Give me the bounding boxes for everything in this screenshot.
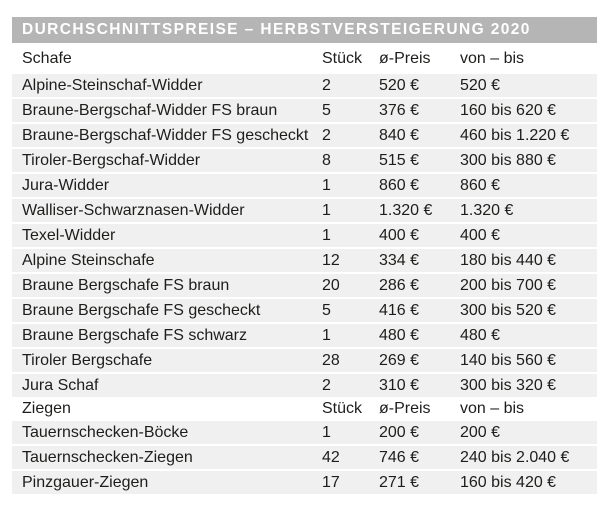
avg-price-cell: 480 € xyxy=(369,324,450,347)
column-header: Stück xyxy=(312,399,369,419)
table-row: Braune-Bergschaf-Widder FS braun 5 376 €16… xyxy=(12,99,597,122)
count-cell: 1 xyxy=(312,421,369,444)
range-cell: 180 bis 440 € xyxy=(450,249,597,272)
count-cell: 1 xyxy=(312,224,369,247)
avg-price-cell: 416 € xyxy=(369,299,450,322)
animal-name-cell: Walliser-Schwarznasen-Widder xyxy=(12,199,312,222)
column-header: von – bis xyxy=(450,399,597,419)
column-header: von – bis xyxy=(450,45,597,72)
avg-price-cell: 200 € xyxy=(369,421,450,444)
count-cell: 5 xyxy=(312,299,369,322)
range-cell: 300 bis 520 € xyxy=(450,299,597,322)
animal-name-cell: Alpine Steinschafe xyxy=(12,249,312,272)
table-row: Braune-Bergschaf-Widder FS gescheckt 2 840… xyxy=(12,124,597,147)
avg-price-cell: 840 € xyxy=(369,124,450,147)
range-cell: 860 € xyxy=(450,174,597,197)
animal-name-cell: Pinzgauer-Ziegen xyxy=(12,471,312,494)
range-cell: 140 bis 560 € xyxy=(450,349,597,372)
animal-name-cell: Tauernschecken-Ziegen xyxy=(12,446,312,469)
count-cell: 12 xyxy=(312,249,369,272)
animal-name-cell: Tiroler-Bergschaf-Widder xyxy=(12,149,312,172)
count-cell: 2 xyxy=(312,74,369,97)
section-label: Schafe xyxy=(12,45,312,72)
avg-price-cell: 269 € xyxy=(369,349,450,372)
count-cell: 5 xyxy=(312,99,369,122)
range-cell: 460 bis 1.220 € xyxy=(450,124,597,147)
range-cell: 160 bis 620 € xyxy=(450,99,597,122)
table-row: Pinzgauer-Ziegen 17 271 €160 bis 420 € xyxy=(12,471,597,494)
table-row: Texel-Widder 1 400 €400 € xyxy=(12,224,597,247)
page-title: DURCHSCHNITTSPREISE – HERBSTVERSTEIGERUN… xyxy=(12,17,597,43)
avg-price-cell: 860 € xyxy=(369,174,450,197)
avg-price-cell: 1.320 € xyxy=(369,199,450,222)
count-cell: 8 xyxy=(312,149,369,172)
table-row: Braune Bergschafe FS braun 20 286 €200 bis… xyxy=(12,274,597,297)
table-row: Tauernschecken-Böcke 1 200 €200 € xyxy=(12,421,597,444)
animal-name-cell: Alpine-Steinschaf-Widder xyxy=(12,74,312,97)
count-cell: 2 xyxy=(312,124,369,147)
animal-name-cell: Braune Bergschafe FS gescheckt xyxy=(12,299,312,322)
table-row: Braune Bergschafe FS schwarz 1 480 €480 € xyxy=(12,324,597,347)
price-table: Schafe Stück ø-Preis von – bis Alpine-Steins… xyxy=(12,43,597,496)
animal-name-cell: Braune Bergschafe FS braun xyxy=(12,274,312,297)
range-cell: 200 bis 700 € xyxy=(450,274,597,297)
animal-name-cell: Jura-Widder xyxy=(12,174,312,197)
table-row: Alpine-Steinschaf-Widder 2 520 €520 € xyxy=(12,74,597,97)
range-cell: 300 bis 320 € xyxy=(450,374,597,397)
animal-name-cell: Tauernschecken-Böcke xyxy=(12,421,312,444)
range-cell: 300 bis 880 € xyxy=(450,149,597,172)
column-header: ø-Preis xyxy=(369,45,450,72)
table-row: Jura Schaf 2 310 €300 bis 320 € xyxy=(12,374,597,397)
table-row: Alpine Steinschafe 12 334 €180 bis 440 € xyxy=(12,249,597,272)
avg-price-cell: 400 € xyxy=(369,224,450,247)
avg-price-cell: 271 € xyxy=(369,471,450,494)
count-cell: 1 xyxy=(312,174,369,197)
count-cell: 17 xyxy=(312,471,369,494)
table-row: Braune Bergschafe FS gescheckt 5 416 €300 … xyxy=(12,299,597,322)
section-header-row: Schafe Stück ø-Preis von – bis xyxy=(12,45,597,72)
avg-price-cell: 334 € xyxy=(369,249,450,272)
avg-price-cell: 746 € xyxy=(369,446,450,469)
animal-name-cell: Tiroler Bergschafe xyxy=(12,349,312,372)
range-cell: 160 bis 420 € xyxy=(450,471,597,494)
table-row: Tauernschecken-Ziegen 42 746 €240 bis 2.04… xyxy=(12,446,597,469)
animal-name-cell: Jura Schaf xyxy=(12,374,312,397)
range-cell: 240 bis 2.040 € xyxy=(450,446,597,469)
avg-price-cell: 286 € xyxy=(369,274,450,297)
avg-price-cell: 515 € xyxy=(369,149,450,172)
animal-name-cell: Braune-Bergschaf-Widder FS gescheckt xyxy=(12,124,312,147)
table-row: Tiroler Bergschafe 28 269 €140 bis 560 € xyxy=(12,349,597,372)
count-cell: 20 xyxy=(312,274,369,297)
animal-name-cell: Braune-Bergschaf-Widder FS braun xyxy=(12,99,312,122)
count-cell: 1 xyxy=(312,199,369,222)
count-cell: 2 xyxy=(312,374,369,397)
column-header: ø-Preis xyxy=(369,399,450,419)
range-cell: 200 € xyxy=(450,421,597,444)
count-cell: 1 xyxy=(312,324,369,347)
range-cell: 1.320 € xyxy=(450,199,597,222)
avg-price-cell: 310 € xyxy=(369,374,450,397)
count-cell: 42 xyxy=(312,446,369,469)
count-cell: 28 xyxy=(312,349,369,372)
column-header: Stück xyxy=(312,45,369,72)
range-cell: 480 € xyxy=(450,324,597,347)
section-header-row: Ziegen Stück ø-Preis von – bis xyxy=(12,399,597,419)
animal-name-cell: Braune Bergschafe FS schwarz xyxy=(12,324,312,347)
range-cell: 400 € xyxy=(450,224,597,247)
avg-price-cell: 376 € xyxy=(369,99,450,122)
section-label: Ziegen xyxy=(12,399,312,419)
animal-name-cell: Texel-Widder xyxy=(12,224,312,247)
avg-price-cell: 520 € xyxy=(369,74,450,97)
table-row: Jura-Widder 1 860 €860 € xyxy=(12,174,597,197)
range-cell: 520 € xyxy=(450,74,597,97)
price-table-body: Schafe Stück ø-Preis von – bis Alpine-Steins… xyxy=(12,45,597,494)
table-row: Tiroler-Bergschaf-Widder 8 515 €300 bis 88… xyxy=(12,149,597,172)
table-row: Walliser-Schwarznasen-Widder 1 1.320 €1.32… xyxy=(12,199,597,222)
